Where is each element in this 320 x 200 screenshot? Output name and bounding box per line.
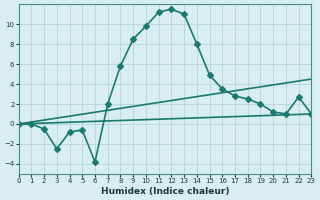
X-axis label: Humidex (Indice chaleur): Humidex (Indice chaleur) [101,187,229,196]
